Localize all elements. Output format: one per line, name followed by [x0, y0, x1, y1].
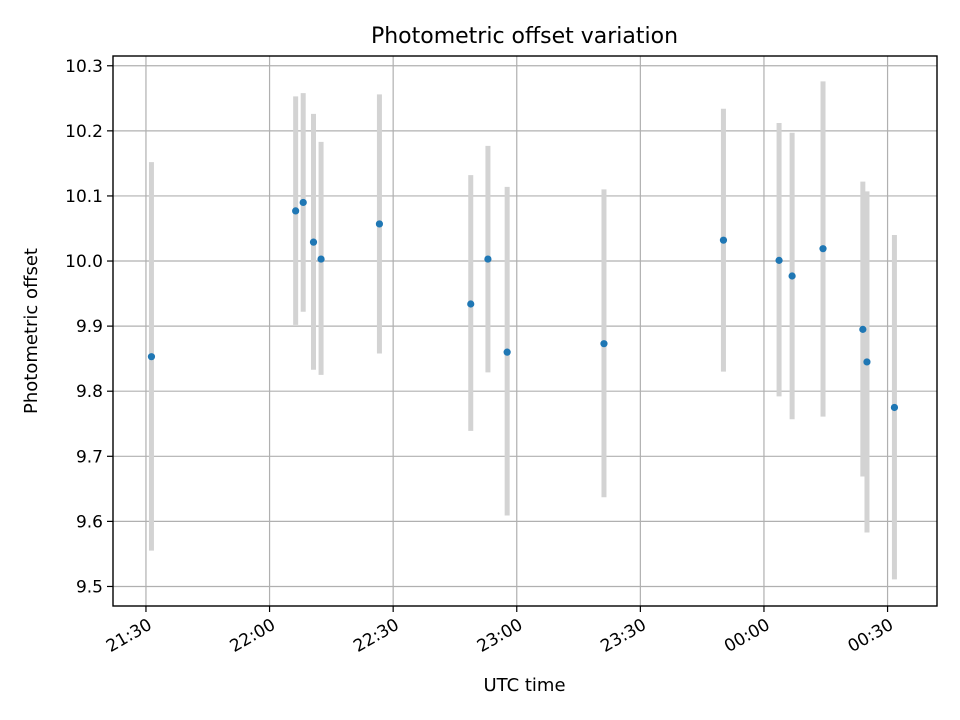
x-axis-label: UTC time	[483, 675, 565, 696]
x-tick-label: 21:30	[103, 615, 155, 657]
y-tick-label: 9.7	[76, 447, 103, 467]
x-tick-label: 00:00	[721, 615, 773, 657]
data-points	[147, 198, 899, 412]
error-bars	[148, 81, 897, 580]
data-point	[309, 238, 318, 246]
data-point	[859, 325, 867, 333]
data-point	[600, 340, 608, 348]
chart-title: Photometric offset variation	[371, 24, 678, 49]
y-axis-label: Photometric offset	[21, 248, 42, 414]
x-tick-label: 00:30	[845, 615, 897, 657]
grid	[113, 56, 937, 606]
x-tick-label: 23:30	[597, 615, 649, 657]
y-tick-label: 10.2	[65, 122, 103, 142]
y-tick-labels: 9.5 9.6 9.7 9.8 9.9 10.0 10.1 10.2 10.3	[65, 57, 103, 598]
data-point	[788, 272, 796, 280]
data-point	[467, 300, 475, 308]
data-point	[317, 255, 325, 263]
axis-ticks	[107, 65, 889, 612]
data-point	[719, 236, 728, 244]
y-tick-label: 9.9	[76, 317, 103, 337]
data-point	[292, 207, 300, 215]
y-tick-label: 9.8	[76, 382, 103, 402]
data-point	[375, 220, 384, 228]
plot-frame	[112, 55, 938, 607]
x-tick-label: 23:00	[474, 615, 526, 657]
y-tick-label: 9.5	[76, 577, 103, 597]
data-point	[819, 245, 827, 253]
x-tick-labels: 21:30 22:00 22:30 23:00 23:30 00:00 00:30	[103, 615, 897, 657]
y-tick-label: 10.1	[65, 187, 103, 207]
data-point	[503, 348, 511, 356]
data-point	[775, 256, 783, 264]
data-point	[147, 353, 156, 361]
data-point	[484, 255, 492, 263]
y-tick-label: 10.0	[65, 252, 103, 272]
y-tick-label: 10.3	[65, 57, 103, 77]
y-tick-label: 9.6	[76, 512, 103, 532]
x-tick-label: 22:30	[350, 615, 402, 657]
x-tick-label: 22:00	[227, 615, 279, 657]
data-point	[863, 358, 871, 366]
data-point	[299, 198, 307, 207]
data-point	[890, 403, 899, 412]
